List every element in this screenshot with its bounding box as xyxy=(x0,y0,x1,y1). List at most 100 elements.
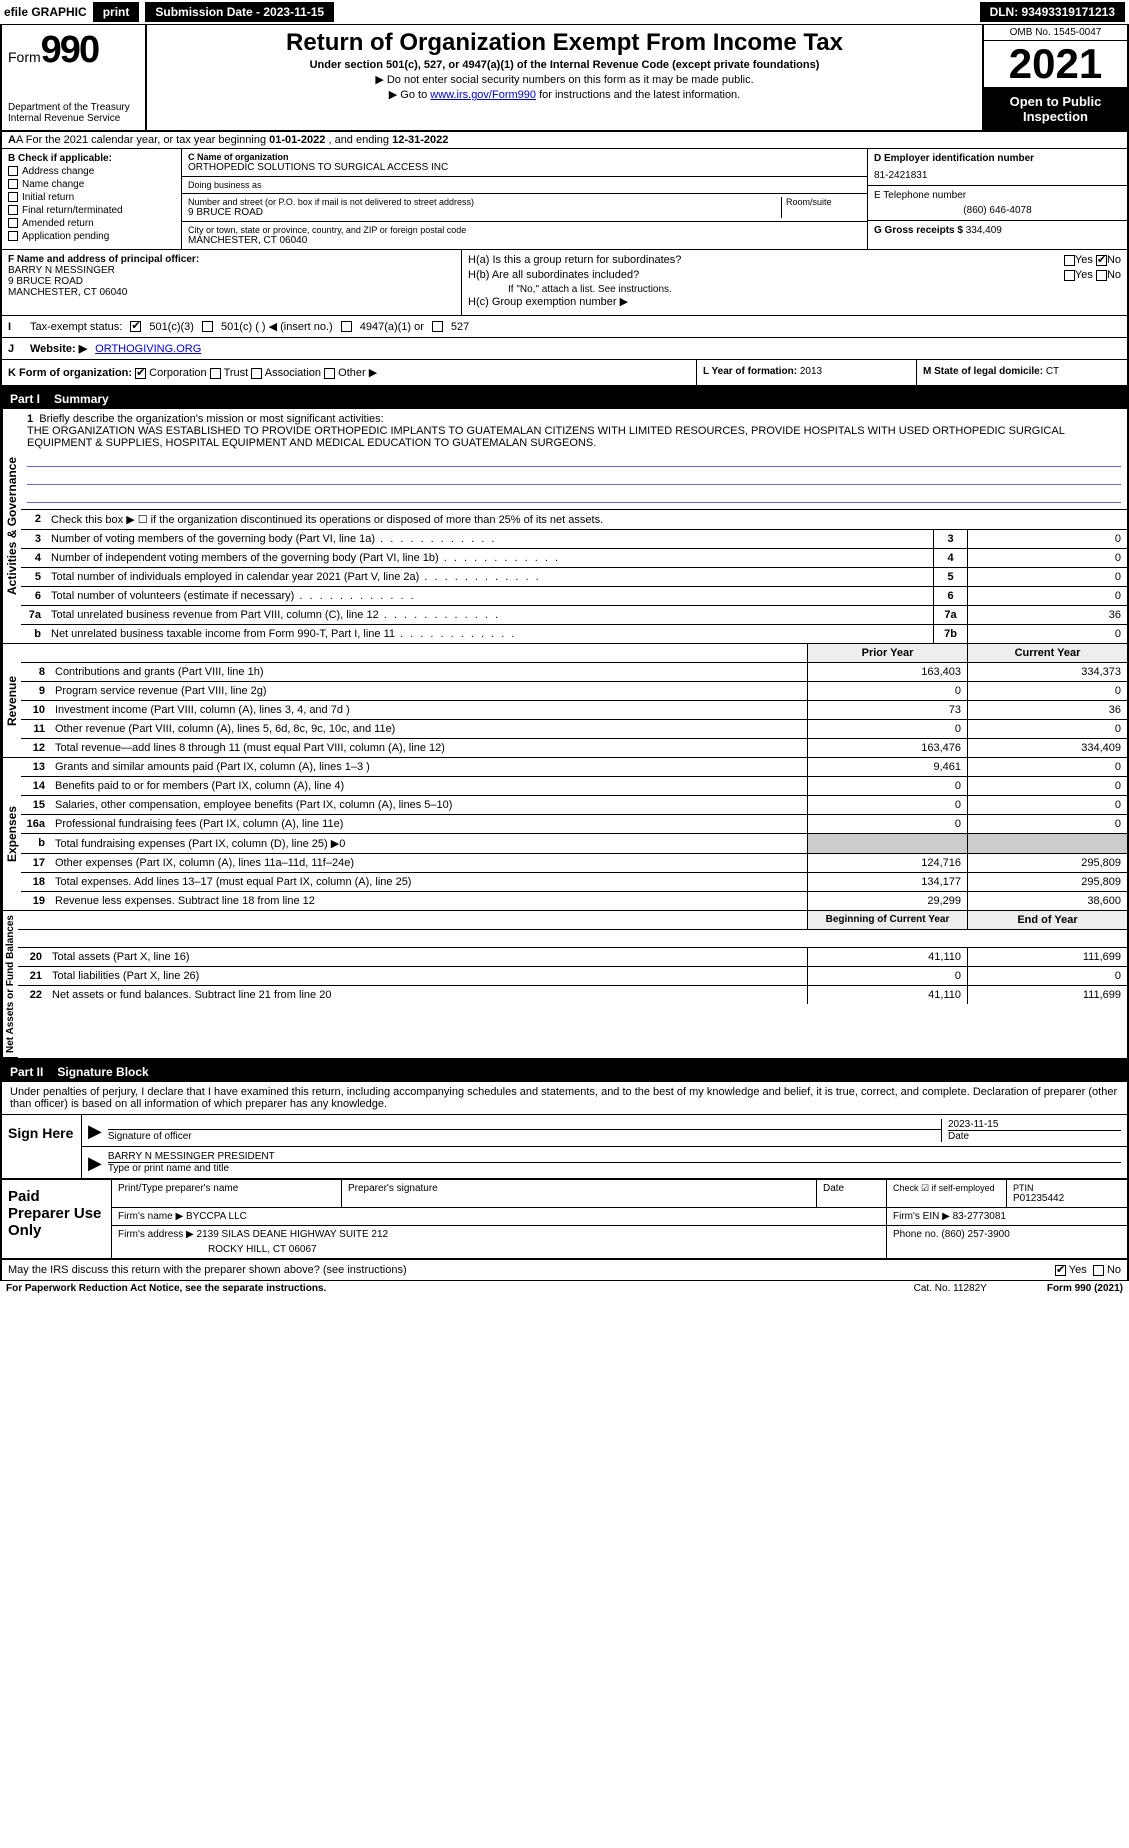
penalty-statement: Under penalties of perjury, I declare th… xyxy=(2,1082,1127,1115)
fin-line: 12Total revenue—add lines 8 through 11 (… xyxy=(21,739,1127,758)
blank-line xyxy=(27,487,1121,503)
vert-net: Net Assets or Fund Balances xyxy=(2,911,18,1058)
chk-association[interactable] xyxy=(251,368,262,379)
chk-501c[interactable] xyxy=(202,321,213,332)
fin-line: 11Other revenue (Part VIII, column (A), … xyxy=(21,720,1127,739)
instructions-link[interactable]: www.irs.gov/Form990 xyxy=(430,89,536,101)
header-left: Form990 Department of the Treasury Inter… xyxy=(2,25,147,130)
chk-final-return[interactable] xyxy=(8,205,18,215)
section-bcd: B Check if applicable: Address change Na… xyxy=(0,149,1129,250)
arrow-icon: ▶ xyxy=(88,1153,102,1174)
omb-number: OMB No. 1545-0047 xyxy=(984,25,1127,41)
hb-yes[interactable] xyxy=(1064,270,1075,281)
firm-addr2: ROCKY HILL, CT 06067 xyxy=(208,1244,880,1255)
ha-no[interactable] xyxy=(1096,255,1107,266)
fin-line: 13Grants and similar amounts paid (Part … xyxy=(21,758,1127,777)
blank-line xyxy=(27,469,1121,485)
fin-line: 14Benefits paid to or for members (Part … xyxy=(21,777,1127,796)
signature-block: Under penalties of perjury, I declare th… xyxy=(0,1082,1129,1180)
col-b-checkboxes: B Check if applicable: Address change Na… xyxy=(2,149,182,249)
dept-treasury: Department of the Treasury xyxy=(8,102,139,113)
chk-corporation[interactable] xyxy=(135,368,146,379)
fin-line: 18Total expenses. Add lines 13–17 (must … xyxy=(21,873,1127,892)
form-subtitle: Under section 501(c), 527, or 4947(a)(1)… xyxy=(157,59,972,71)
row-i-tax-status: I Tax-exempt status: 501(c)(3) 501(c) ( … xyxy=(0,316,1129,338)
summary-line: 3Number of voting members of the governi… xyxy=(21,530,1127,549)
discuss-row: May the IRS discuss this return with the… xyxy=(0,1260,1129,1281)
discuss-no[interactable] xyxy=(1093,1265,1104,1276)
fin-line: 17Other expenses (Part IX, column (A), l… xyxy=(21,854,1127,873)
chk-address-change[interactable] xyxy=(8,166,18,176)
header-right: OMB No. 1545-0047 2021 Open to Public In… xyxy=(982,25,1127,130)
row-klm: K Form of organization: Corporation Trus… xyxy=(0,360,1129,387)
fin-line: 19Revenue less expenses. Subtract line 1… xyxy=(21,892,1127,911)
vert-expenses: Expenses xyxy=(2,758,21,911)
fin-line: bTotal fundraising expenses (Part IX, co… xyxy=(21,834,1127,854)
officer-addr2: MANCHESTER, CT 06040 xyxy=(8,287,455,298)
form-word: Form xyxy=(8,49,41,65)
discuss-yes[interactable] xyxy=(1055,1265,1066,1276)
blank-line xyxy=(27,451,1121,467)
chk-trust[interactable] xyxy=(210,368,221,379)
org-name: ORTHOPEDIC SOLUTIONS TO SURGICAL ACCESS … xyxy=(188,162,861,173)
gross-receipts: 334,409 xyxy=(966,225,1002,236)
room-suite-label: Room/suite xyxy=(781,197,861,218)
cat-no: Cat. No. 11282Y xyxy=(914,1283,987,1294)
firm-ein: 83-2773081 xyxy=(953,1211,1006,1222)
ein-value: 81-2421831 xyxy=(874,170,1121,181)
chk-501c3[interactable] xyxy=(130,321,141,332)
open-public-badge: Open to Public Inspection xyxy=(984,88,1127,130)
irs-label: Internal Revenue Service xyxy=(8,113,139,124)
chk-initial-return[interactable] xyxy=(8,192,18,202)
ha-yes[interactable] xyxy=(1064,255,1075,266)
phone-value: (860) 646-4078 xyxy=(874,205,1121,216)
officer-addr1: 9 BRUCE ROAD xyxy=(8,276,455,287)
firm-name: BYCCPA LLC xyxy=(186,1211,247,1222)
chk-amended-return[interactable] xyxy=(8,218,18,228)
vert-governance: Activities & Governance xyxy=(2,409,21,644)
tax-year: 2021 xyxy=(984,41,1127,88)
summary-line: bNet unrelated business taxable income f… xyxy=(21,625,1127,644)
fin-line: 8Contributions and grants (Part VIII, li… xyxy=(21,663,1127,682)
chk-527[interactable] xyxy=(432,321,443,332)
chk-application-pending[interactable] xyxy=(8,231,18,241)
fin-line: 21Total liabilities (Part X, line 26)00 xyxy=(18,967,1127,986)
fin-line: 16aProfessional fundraising fees (Part I… xyxy=(21,815,1127,834)
row-a-tax-year: AA For the 2021 calendar year, or tax ye… xyxy=(0,132,1129,149)
header-center: Return of Organization Exempt From Incom… xyxy=(147,25,982,130)
vert-revenue: Revenue xyxy=(2,644,21,758)
expenses-block: Expenses 13Grants and similar amounts pa… xyxy=(0,758,1129,911)
submission-date-button[interactable]: Submission Date - 2023-11-15 xyxy=(145,2,334,22)
fin-line: 10Investment income (Part VIII, column (… xyxy=(21,701,1127,720)
form-title: Return of Organization Exempt From Incom… xyxy=(157,29,972,57)
section-fh: F Name and address of principal officer:… xyxy=(0,250,1129,316)
part2-header: Part II Signature Block xyxy=(0,1060,1129,1082)
summary-line: 2Check this box ▶ ☐ if the organization … xyxy=(21,510,1127,530)
fin-line: 20Total assets (Part X, line 16)41,11011… xyxy=(18,948,1127,967)
ssn-note: ▶ Do not enter social security numbers o… xyxy=(157,73,972,86)
firm-phone: (860) 257-3900 xyxy=(941,1229,1009,1240)
mission-text: THE ORGANIZATION WAS ESTABLISHED TO PROV… xyxy=(27,425,1064,449)
col-c-org-info: C Name of organization ORTHOPEDIC SOLUTI… xyxy=(182,149,867,249)
print-button[interactable]: print xyxy=(93,2,140,22)
chk-4947[interactable] xyxy=(341,321,352,332)
officer-name: BARRY N MESSINGER xyxy=(8,265,455,276)
dln-label: DLN: 93493319171213 xyxy=(980,2,1125,22)
col-h-group: H(a) Is this a group return for subordin… xyxy=(462,250,1127,315)
col-d-ein-phone: D Employer identification number 81-2421… xyxy=(867,149,1127,249)
chk-name-change[interactable] xyxy=(8,179,18,189)
bottom-note: For Paperwork Reduction Act Notice, see … xyxy=(0,1281,1129,1296)
col-f-officer: F Name and address of principal officer:… xyxy=(2,250,462,315)
summary-line: 5Total number of individuals employed in… xyxy=(21,568,1127,587)
prior-current-header: Prior Year Current Year xyxy=(21,644,1127,663)
hb-no[interactable] xyxy=(1096,270,1107,281)
form-header: Form990 Department of the Treasury Inter… xyxy=(0,25,1129,132)
fin-line: 22Net assets or fund balances. Subtract … xyxy=(18,986,1127,1004)
fin-line: 15Salaries, other compensation, employee… xyxy=(21,796,1127,815)
net-assets-block: Net Assets or Fund Balances Beginning of… xyxy=(0,911,1129,1060)
paid-preparer-block: Paid Preparer Use Only Print/Type prepar… xyxy=(0,1180,1129,1260)
officer-name-title: BARRY N MESSINGER PRESIDENT xyxy=(108,1151,1121,1162)
chk-other[interactable] xyxy=(324,368,335,379)
website-link[interactable]: ORTHOGIVING.ORG xyxy=(95,343,201,355)
city-state-zip: MANCHESTER, CT 06040 xyxy=(188,235,861,246)
